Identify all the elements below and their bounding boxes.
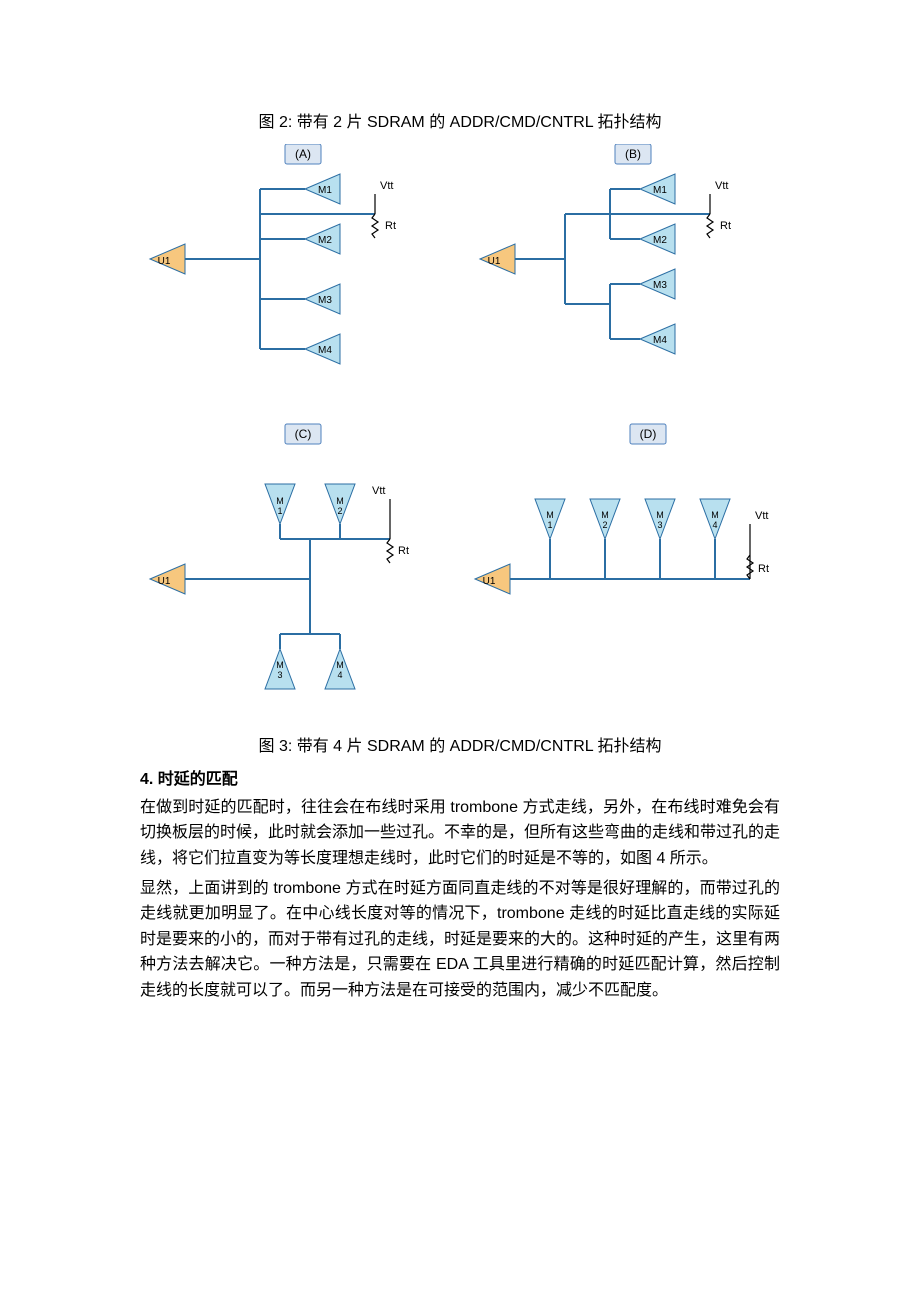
panel-b-m1-label: M1	[653, 185, 667, 196]
panel-c-driver-label: U1	[158, 576, 171, 587]
panel-b-resistor-icon	[707, 214, 713, 238]
panel-d-vtt-label: Vtt	[755, 510, 768, 522]
panel-d-driver-label: U1	[483, 576, 496, 587]
section4-title: 4. 时延的匹配	[140, 767, 780, 793]
panel-c-rt-label: Rt	[398, 545, 409, 557]
panel-b-label: (B)	[625, 147, 641, 161]
figure-panels: (A) U1 M1 M2 M3 M4	[140, 144, 780, 724]
panel-b-m2-label: M2	[653, 235, 667, 246]
svg-text:3: 3	[657, 520, 662, 530]
panel-a-m3-label: M3	[318, 295, 332, 306]
panel-b-driver-label: U1	[488, 256, 501, 267]
svg-text:4: 4	[712, 520, 717, 530]
svg-text:2: 2	[337, 506, 342, 516]
panel-c-label: (C)	[295, 427, 312, 441]
panel-a-rt-label: Rt	[385, 220, 396, 232]
topology-diagram: (A) U1 M1 M2 M3 M4	[140, 144, 780, 724]
panel-a-m1-label: M1	[318, 185, 332, 196]
svg-text:M: M	[711, 510, 719, 520]
svg-text:3: 3	[277, 670, 282, 680]
svg-text:M: M	[656, 510, 664, 520]
svg-text:M: M	[601, 510, 609, 520]
panel-b-rt-label: Rt	[720, 220, 731, 232]
svg-text:4: 4	[337, 670, 342, 680]
figure2-caption: 图 2: 带有 2 片 SDRAM 的 ADDR/CMD/CNTRL 拓扑结构	[140, 110, 780, 136]
svg-text:M: M	[276, 496, 284, 506]
panel-c-resistor-icon	[387, 539, 393, 563]
svg-text:M: M	[336, 496, 344, 506]
panel-d-rt-label: Rt	[758, 563, 769, 575]
paragraph1: 在做到时延的匹配时，往往会在布线时采用 trombone 方式走线，另外，在布线…	[140, 795, 780, 872]
svg-text:1: 1	[547, 520, 552, 530]
panel-b-m4-label: M4	[653, 335, 667, 346]
svg-text:2: 2	[602, 520, 607, 530]
panel-a-m4-label: M4	[318, 345, 332, 356]
panel-d-label: (D)	[640, 427, 657, 441]
panel-a-label: (A)	[295, 147, 311, 161]
panel-b-m3-label: M3	[653, 280, 667, 291]
svg-text:M: M	[336, 660, 344, 670]
svg-text:M: M	[546, 510, 554, 520]
panel-a-resistor-icon	[372, 214, 378, 238]
paragraph2: 显然，上面讲到的 trombone 方式在时延方面同直走线的不对等是很好理解的，…	[140, 876, 780, 1004]
panel-c-vtt-label: Vtt	[372, 485, 385, 497]
panel-a-vtt-label: Vtt	[380, 180, 393, 192]
figure3-caption: 图 3: 带有 4 片 SDRAM 的 ADDR/CMD/CNTRL 拓扑结构	[140, 734, 780, 760]
svg-text:M: M	[276, 660, 284, 670]
panel-b-vtt-label: Vtt	[715, 180, 728, 192]
panel-a-m2-label: M2	[318, 235, 332, 246]
svg-text:1: 1	[277, 506, 282, 516]
panel-a-driver-label: U1	[158, 256, 171, 267]
